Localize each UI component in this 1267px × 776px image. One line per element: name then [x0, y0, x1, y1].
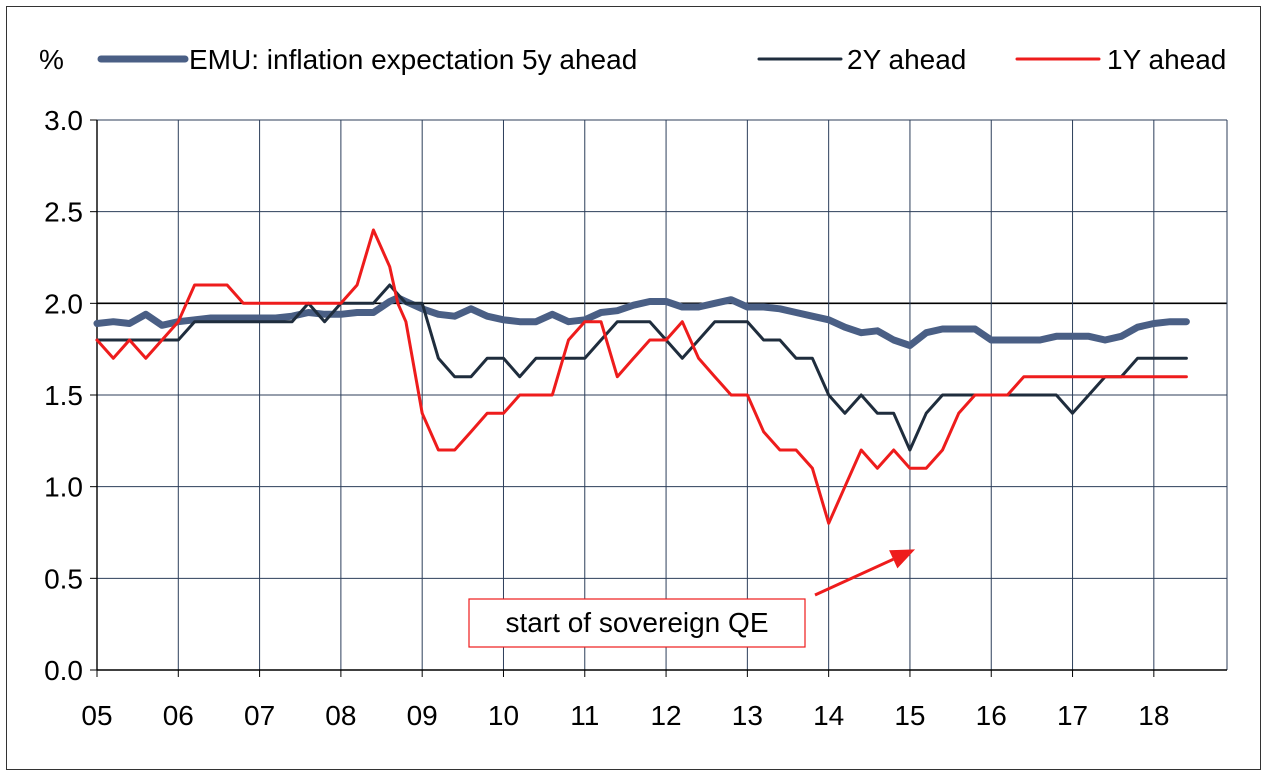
x-tick-label: 14: [813, 700, 844, 731]
y-tick-label: 0.0: [44, 655, 83, 686]
series-line-1: [95, 283, 1188, 452]
x-tick-label: 10: [488, 700, 519, 731]
x-tick-label: 11: [570, 700, 599, 731]
annotation-arrow-head: [889, 549, 916, 569]
x-tick-label: 08: [325, 700, 356, 731]
y-tick-label: 3.0: [44, 105, 83, 136]
x-tick-label: 15: [894, 700, 925, 731]
y-tick-label: 2.0: [44, 288, 83, 319]
annotation-arrow-line: [814, 557, 894, 597]
series-lines: [93, 228, 1190, 525]
x-tick-label: 16: [976, 700, 1007, 731]
series-line-0: [93, 294, 1190, 349]
annotation: start of sovereign QE: [468, 549, 916, 648]
x-tick-label: 07: [244, 700, 275, 731]
x-tick-label: 17: [1057, 700, 1088, 731]
unit-label: %: [39, 44, 64, 75]
y-tick-label: 2.5: [44, 197, 83, 228]
legend: % EMU: inflation expectation 5y ahead 2Y a…: [39, 44, 1226, 75]
x-tick-label: 18: [1138, 700, 1169, 731]
legend-label-1: 2Y ahead: [847, 44, 966, 75]
legend-label-0: EMU: inflation expectation 5y ahead: [189, 44, 637, 75]
x-tick-label: 06: [163, 700, 194, 731]
annotation-text: start of sovereign QE: [505, 607, 768, 638]
x-tick-label: 09: [407, 700, 438, 731]
y-tick-label: 0.5: [44, 563, 83, 594]
x-tick-label: 05: [81, 700, 112, 731]
axes: 0.0 0.5 1.0 1.5 2.0 2.5 3.0 05 06 07 08 09 10 11 12 13 1…: [44, 105, 1227, 731]
y-tick-label: 1.0: [44, 472, 83, 503]
line-chart: 0.0 0.5 1.0 1.5 2.0 2.5 3.0 05 06 07 08 09 10 11 12 13 1…: [39, 44, 1228, 731]
y-tick-label: 1.5: [44, 380, 83, 411]
x-tick-label: 12: [650, 700, 681, 731]
series-line-2: [95, 228, 1188, 525]
annotation-box: [468, 598, 806, 648]
x-tick-label: 13: [732, 700, 763, 731]
legend-label-2: 1Y ahead: [1107, 44, 1226, 75]
chart-frame: 0.0 0.5 1.0 1.5 2.0 2.5 3.0 05 06 07 08 09 10 11 12 13 1…: [6, 6, 1261, 770]
